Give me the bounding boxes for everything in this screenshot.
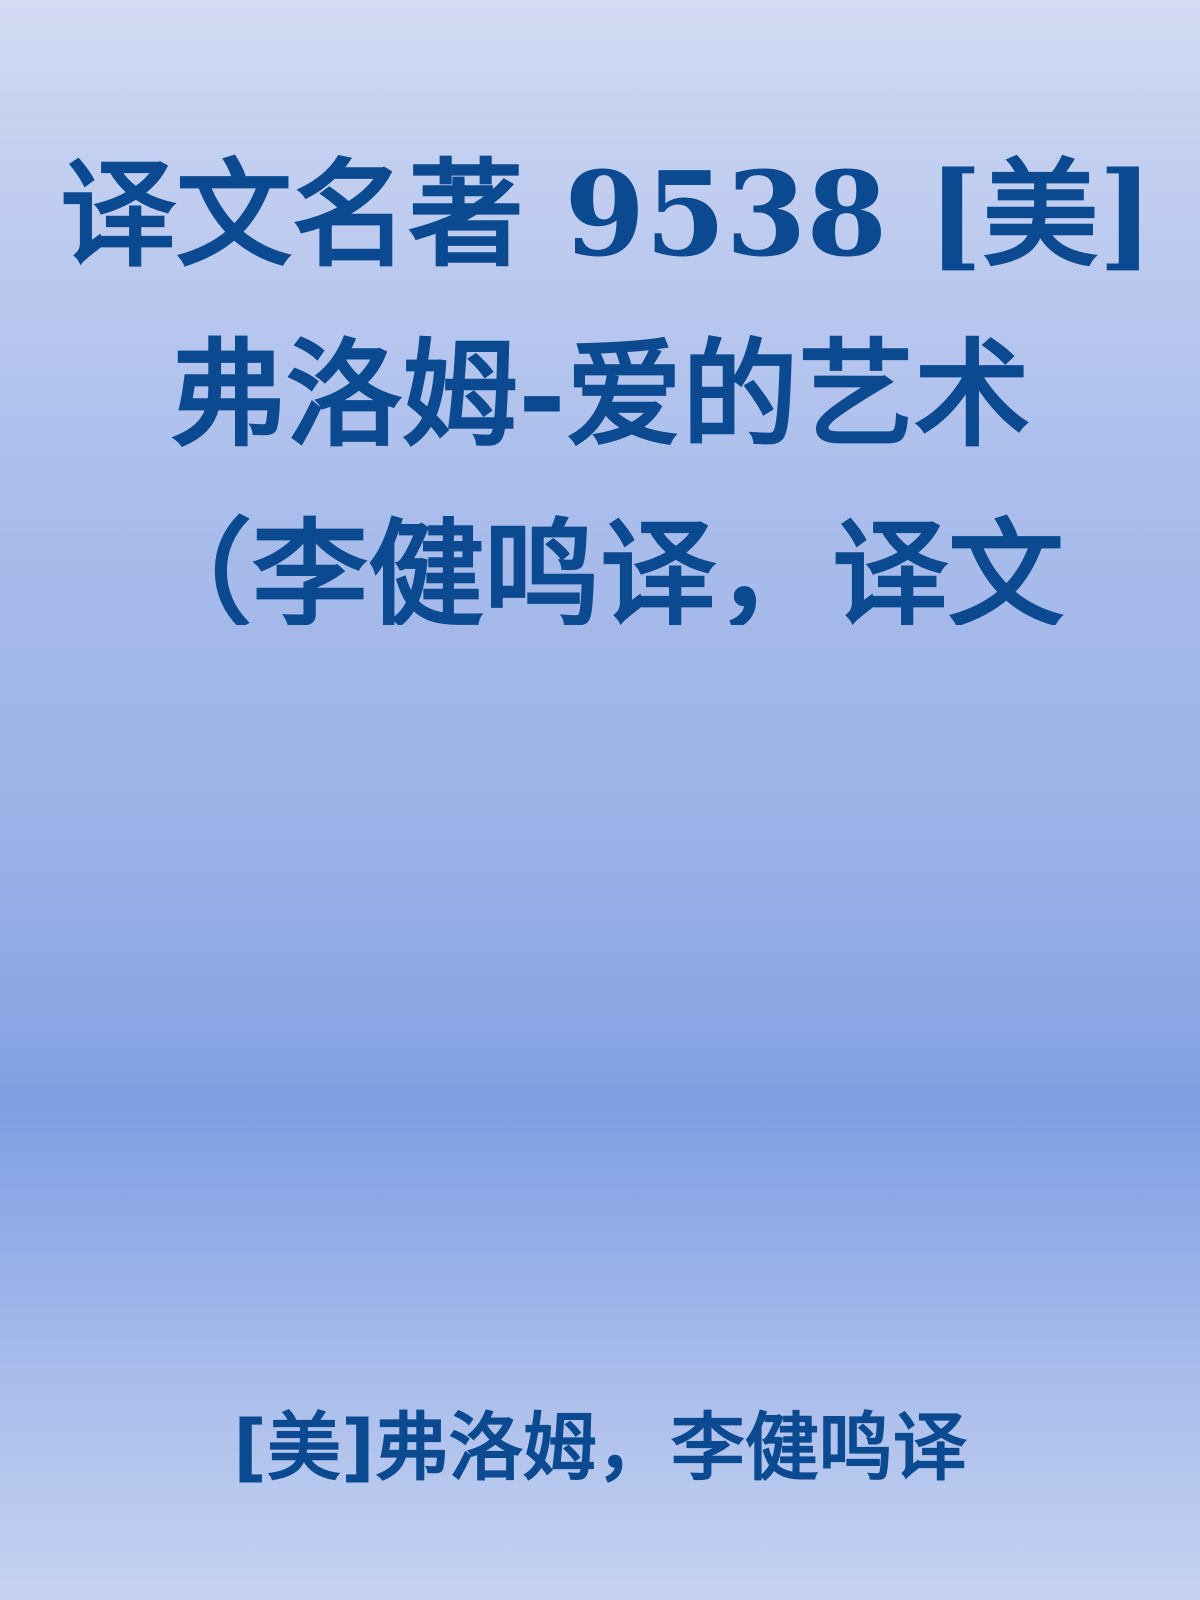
title-line-3: （李健鸣译，译文 [136, 507, 1064, 625]
title-line-2: 弗洛姆-爱的艺术 [169, 327, 1031, 463]
book-title: 译文名著 9538 [美] 弗洛姆-爱的艺术 （李健鸣译，译文 [60, 125, 1140, 625]
book-author: [美]弗洛姆，李健鸣译 [233, 1405, 967, 1491]
title-line-1: 译文名著 9538 [美] [60, 147, 1140, 283]
